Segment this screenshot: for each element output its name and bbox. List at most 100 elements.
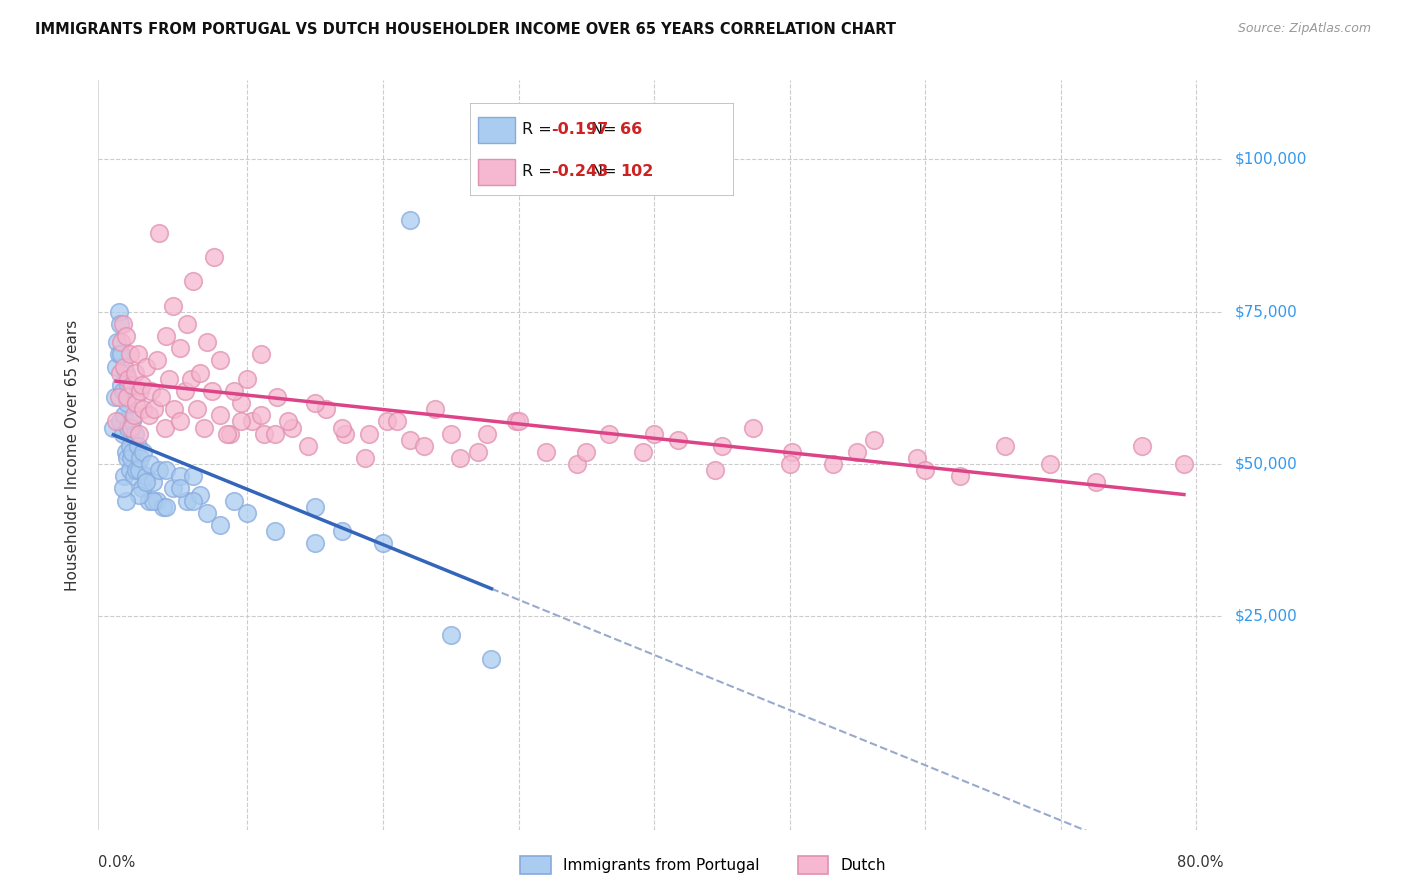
Point: [304, 536, 326, 550]
Point: [139, 457, 162, 471]
Point: [132, 402, 155, 417]
Point: [107, 305, 129, 319]
Point: [371, 536, 394, 550]
Point: [118, 463, 141, 477]
Point: [250, 409, 273, 423]
Point: [131, 482, 153, 496]
Point: [209, 409, 232, 423]
Point: [181, 469, 204, 483]
Point: [112, 469, 135, 483]
Point: [643, 426, 665, 441]
Point: [122, 409, 145, 423]
Point: [218, 426, 240, 441]
Point: [125, 463, 148, 477]
Point: [174, 384, 197, 398]
Point: [449, 450, 471, 465]
Point: [176, 493, 198, 508]
Point: [111, 482, 134, 496]
Point: [169, 341, 191, 355]
Point: [263, 524, 285, 538]
Point: [117, 372, 139, 386]
Point: [145, 353, 167, 368]
Point: [121, 377, 143, 392]
Point: [821, 457, 844, 471]
Point: [105, 414, 128, 428]
Point: [263, 426, 285, 441]
Point: [128, 487, 150, 501]
Point: [143, 402, 166, 417]
Point: [142, 493, 165, 508]
Point: [399, 213, 422, 227]
Point: [330, 524, 353, 538]
Text: 80.0%: 80.0%: [1177, 855, 1223, 870]
Point: [598, 426, 620, 441]
Point: [423, 402, 446, 417]
Point: [132, 445, 155, 459]
Point: [354, 450, 377, 465]
Point: [108, 317, 131, 331]
Point: [304, 396, 326, 410]
Point: [108, 366, 131, 380]
Point: [121, 414, 143, 428]
Point: [186, 402, 208, 417]
Point: [412, 439, 434, 453]
Point: [149, 390, 172, 404]
Text: $50,000: $50,000: [1234, 457, 1298, 472]
Point: [195, 506, 218, 520]
Point: [277, 414, 299, 428]
Point: [297, 439, 319, 453]
Point: [121, 445, 143, 459]
Point: [181, 493, 204, 508]
Point: [153, 420, 176, 434]
Point: [994, 439, 1017, 453]
Point: [440, 627, 463, 641]
Point: [115, 396, 138, 410]
Point: [155, 463, 177, 477]
Point: [315, 402, 337, 417]
Point: [114, 493, 136, 508]
Point: [124, 426, 146, 441]
Point: [1039, 457, 1062, 471]
Point: [155, 500, 177, 514]
Point: [120, 450, 142, 465]
Point: [118, 439, 141, 453]
Point: [508, 414, 530, 428]
Point: [138, 409, 160, 423]
Point: [148, 226, 170, 240]
Text: IMMIGRANTS FROM PORTUGAL VS DUTCH HOUSEHOLDER INCOME OVER 65 YEARS CORRELATION C: IMMIGRANTS FROM PORTUGAL VS DUTCH HOUSEH…: [35, 22, 896, 37]
Point: [188, 366, 211, 380]
Point: [124, 366, 146, 380]
Point: [122, 469, 145, 483]
Point: [162, 482, 184, 496]
Point: [467, 445, 489, 459]
Point: [162, 299, 184, 313]
Text: $100,000: $100,000: [1234, 152, 1306, 167]
Point: [110, 347, 132, 361]
Point: [253, 426, 276, 441]
Point: [195, 335, 218, 350]
Point: [169, 414, 191, 428]
Point: [779, 457, 801, 471]
Point: [128, 426, 150, 441]
Point: [112, 409, 135, 423]
Point: [117, 420, 139, 434]
Point: [128, 463, 150, 477]
Point: [117, 377, 139, 392]
Point: [107, 390, 129, 404]
Point: [846, 445, 869, 459]
Point: [104, 390, 127, 404]
Point: [742, 420, 765, 434]
Point: [209, 353, 232, 368]
Point: [240, 414, 263, 428]
Point: [105, 335, 128, 350]
Point: [359, 426, 381, 441]
Point: [375, 414, 398, 428]
Point: [176, 317, 198, 331]
Point: [440, 426, 463, 441]
Point: [222, 493, 245, 508]
Point: [111, 426, 134, 441]
Point: [505, 414, 527, 428]
Point: [399, 433, 422, 447]
Point: [127, 347, 149, 361]
Point: [115, 450, 138, 465]
